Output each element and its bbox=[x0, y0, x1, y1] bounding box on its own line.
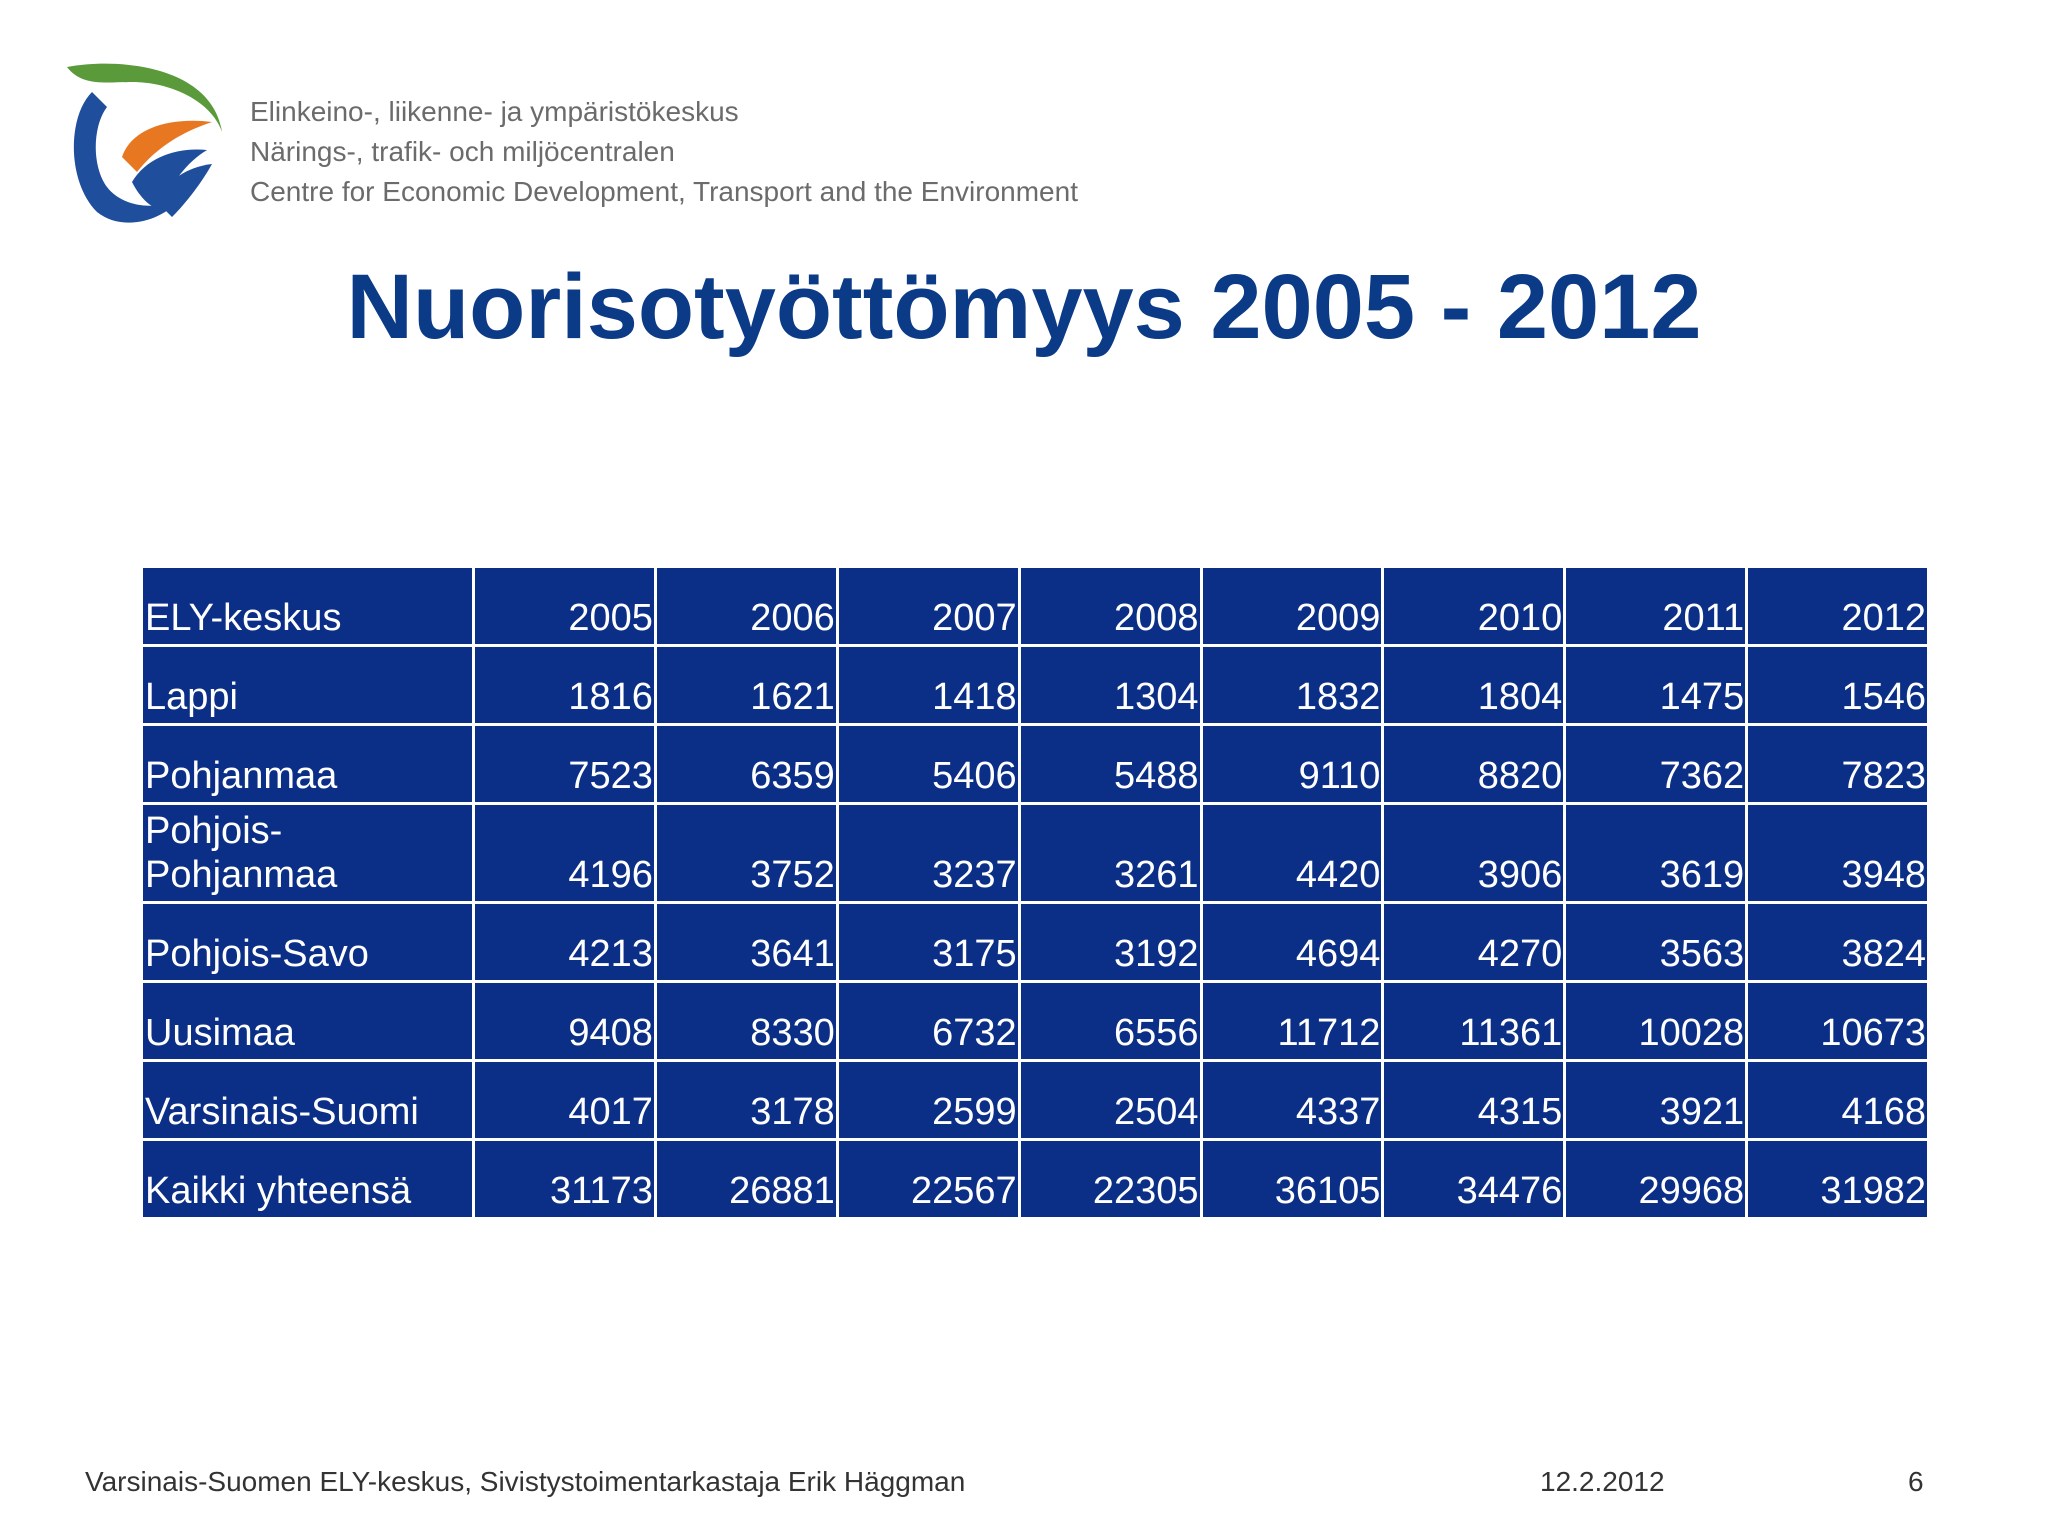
table-row: Lappi 1816 1621 1418 1304 1832 1804 1475 1546 bbox=[140, 644, 1930, 726]
header-cell-year: 2007 bbox=[835, 565, 1021, 647]
table-cell: 1546 bbox=[1745, 644, 1930, 726]
table-cell: 11361 bbox=[1381, 980, 1567, 1062]
table-cell: 3906 bbox=[1381, 802, 1567, 904]
table-row: Pohjois-Pohjanmaa 4196 3752 3237 3261 4420 390… bbox=[140, 802, 1930, 904]
table-cell: 9110 bbox=[1199, 723, 1385, 805]
table-cell: 34476 bbox=[1381, 1138, 1567, 1220]
table-cell: 31173 bbox=[472, 1138, 657, 1220]
header-cell-year: 2009 bbox=[1199, 565, 1385, 647]
table-cell: 36105 bbox=[1199, 1138, 1385, 1220]
table-cell: 4270 bbox=[1381, 901, 1567, 983]
table-cell: 6732 bbox=[835, 980, 1021, 1062]
table-cell: 10028 bbox=[1563, 980, 1749, 1062]
header-cell-year: 2011 bbox=[1563, 565, 1749, 647]
footer-date: 12.2.2012 bbox=[1540, 1466, 1665, 1497]
table-cell: 1621 bbox=[653, 644, 839, 726]
table-header-row: ELY-keskus 2005 2006 2007 2008 2009 2010 2011 20… bbox=[140, 565, 1930, 647]
unemployment-table: ELY-keskus 2005 2006 2007 2008 2009 2010 2011 20… bbox=[140, 565, 1930, 1220]
table-cell: 3237 bbox=[835, 802, 1021, 904]
row-label: Uusimaa bbox=[140, 980, 475, 1062]
data-table-container: ELY-keskus 2005 2006 2007 2008 2009 2010 2011 20… bbox=[140, 565, 1930, 1220]
table-cell: 4420 bbox=[1199, 802, 1385, 904]
table-cell: 4196 bbox=[472, 802, 657, 904]
header-cell-year: 2006 bbox=[653, 565, 839, 647]
row-label: Varsinais-Suomi bbox=[140, 1059, 475, 1141]
table-cell: 5488 bbox=[1017, 723, 1203, 805]
header-cell-year: 2008 bbox=[1017, 565, 1203, 647]
table-cell: 22567 bbox=[835, 1138, 1021, 1220]
header-cell-region: ELY-keskus bbox=[140, 565, 475, 647]
table-cell: 3178 bbox=[653, 1059, 839, 1141]
table-cell: 11712 bbox=[1199, 980, 1385, 1062]
table-cell: 7823 bbox=[1745, 723, 1930, 805]
table-cell: 3261 bbox=[1017, 802, 1203, 904]
table-cell: 4337 bbox=[1199, 1059, 1385, 1141]
table-row: Kaikki yhteensä 31173 26881 22567 22305 36105… bbox=[140, 1138, 1930, 1220]
table-cell: 3752 bbox=[653, 802, 839, 904]
table-cell: 29968 bbox=[1563, 1138, 1749, 1220]
table-cell: 9408 bbox=[472, 980, 657, 1062]
table-cell: 4017 bbox=[472, 1059, 657, 1141]
row-label: Pohjois-Savo bbox=[140, 901, 475, 983]
table-row: Uusimaa 9408 8330 6732 6556 11712 11361 10028 10… bbox=[140, 980, 1930, 1062]
table-cell: 1804 bbox=[1381, 644, 1567, 726]
table-cell: 4213 bbox=[472, 901, 657, 983]
table-row: Pohjois-Savo 4213 3641 3175 3192 4694 4270 3563… bbox=[140, 901, 1930, 983]
table-cell: 3175 bbox=[835, 901, 1021, 983]
table-cell: 3824 bbox=[1745, 901, 1930, 983]
header-cell-year: 2010 bbox=[1381, 565, 1567, 647]
table-cell: 8330 bbox=[653, 980, 839, 1062]
org-name-fi: Elinkeino-, liikenne- ja ympäristökeskus bbox=[250, 96, 739, 127]
ely-logo-icon bbox=[67, 63, 222, 223]
table-cell: 2599 bbox=[835, 1059, 1021, 1141]
table-cell: 1816 bbox=[472, 644, 657, 726]
row-label: Pohjois-Pohjanmaa bbox=[140, 802, 475, 904]
table-cell: 6359 bbox=[653, 723, 839, 805]
table-cell: 8820 bbox=[1381, 723, 1567, 805]
table-cell: 3619 bbox=[1563, 802, 1749, 904]
table-cell: 3192 bbox=[1017, 901, 1203, 983]
table-cell: 1304 bbox=[1017, 644, 1203, 726]
table-cell: 5406 bbox=[835, 723, 1021, 805]
table-cell: 7362 bbox=[1563, 723, 1749, 805]
table-row: Varsinais-Suomi 4017 3178 2599 2504 4337 4315 3… bbox=[140, 1059, 1930, 1141]
table-cell: 4168 bbox=[1745, 1059, 1930, 1141]
table-cell: 10673 bbox=[1745, 980, 1930, 1062]
table-cell: 31982 bbox=[1745, 1138, 1930, 1220]
table-row: Pohjanmaa 7523 6359 5406 5488 9110 8820 7362 782… bbox=[140, 723, 1930, 805]
table-cell: 1475 bbox=[1563, 644, 1749, 726]
table-cell: 3921 bbox=[1563, 1059, 1749, 1141]
org-name-sv: Närings-, trafik- och miljöcentralen bbox=[250, 136, 675, 167]
table-cell: 3641 bbox=[653, 901, 839, 983]
page-number: 6 bbox=[1908, 1466, 1924, 1497]
table-cell: 22305 bbox=[1017, 1138, 1203, 1220]
table-cell: 6556 bbox=[1017, 980, 1203, 1062]
table-cell: 4694 bbox=[1199, 901, 1385, 983]
footer-source: Varsinais-Suomen ELY-keskus, Sivistystoi… bbox=[85, 1466, 966, 1497]
table-cell: 1418 bbox=[835, 644, 1021, 726]
table-cell: 2504 bbox=[1017, 1059, 1203, 1141]
row-label: Kaikki yhteensä bbox=[140, 1138, 475, 1220]
table-cell: 4315 bbox=[1381, 1059, 1567, 1141]
slide-title: Nuorisotyöttömyys 2005 - 2012 bbox=[346, 256, 1702, 358]
table-cell: 3563 bbox=[1563, 901, 1749, 983]
table-cell: 26881 bbox=[653, 1138, 839, 1220]
table-cell: 1832 bbox=[1199, 644, 1385, 726]
org-name-en: Centre for Economic Development, Transpo… bbox=[250, 176, 1078, 207]
row-label: Lappi bbox=[140, 644, 475, 726]
header-cell-year: 2012 bbox=[1745, 565, 1930, 647]
header-cell-year: 2005 bbox=[472, 565, 657, 647]
row-label: Pohjanmaa bbox=[140, 723, 475, 805]
org-name-block: Elinkeino-, liikenne- ja ympäristökeskus… bbox=[250, 92, 1078, 212]
table-cell: 3948 bbox=[1745, 802, 1930, 904]
table-cell: 7523 bbox=[472, 723, 657, 805]
